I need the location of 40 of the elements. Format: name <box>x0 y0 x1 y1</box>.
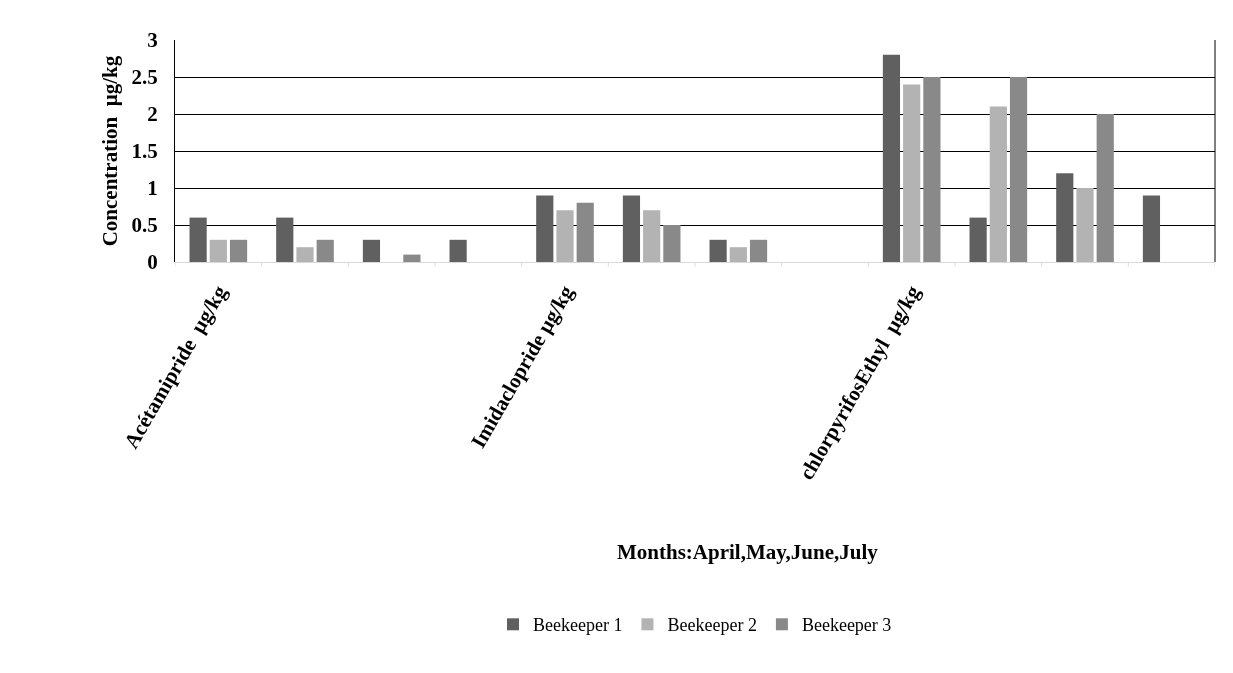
bar <box>882 54 901 262</box>
bar <box>362 239 381 262</box>
bar <box>622 195 641 262</box>
bar <box>989 106 1007 262</box>
x-axis-title: Months:April,May,June,July <box>617 540 879 564</box>
legend-label: Beekeeper 3 <box>801 615 892 636</box>
bar <box>576 202 594 262</box>
y-tick-label: 1 <box>147 176 158 201</box>
y-tick-label: 2 <box>147 102 158 127</box>
bar <box>729 247 747 262</box>
bar <box>709 239 727 262</box>
bar <box>969 217 987 262</box>
bar <box>536 195 554 262</box>
y-tick-label: 0 <box>147 250 158 275</box>
bar <box>1076 188 1094 262</box>
bar <box>229 239 248 262</box>
bar <box>209 239 227 262</box>
y-tick-label: 2.5 <box>131 65 158 90</box>
bar <box>316 239 334 262</box>
bar <box>449 239 467 262</box>
bar <box>556 210 574 262</box>
bar <box>643 210 661 262</box>
bar <box>403 254 421 262</box>
bar <box>1009 77 1028 262</box>
y-tick-label: 1.5 <box>131 139 158 164</box>
legend-label: Beekeeper 2 <box>667 615 757 636</box>
bar <box>189 217 207 262</box>
y-tick-label: 3 <box>147 28 158 53</box>
bar <box>923 77 941 262</box>
bar <box>296 247 314 262</box>
bar <box>903 84 921 262</box>
bar <box>1096 114 1114 262</box>
legend-label: Beekeeper 1 <box>533 615 623 636</box>
bar <box>1056 173 1074 262</box>
y-tick-label: 0.5 <box>131 213 158 238</box>
bar <box>663 225 681 262</box>
bar <box>276 217 294 262</box>
bar <box>749 239 768 262</box>
bar <box>1142 195 1161 262</box>
y-axis-title: Concentration µg/kg <box>97 55 122 247</box>
